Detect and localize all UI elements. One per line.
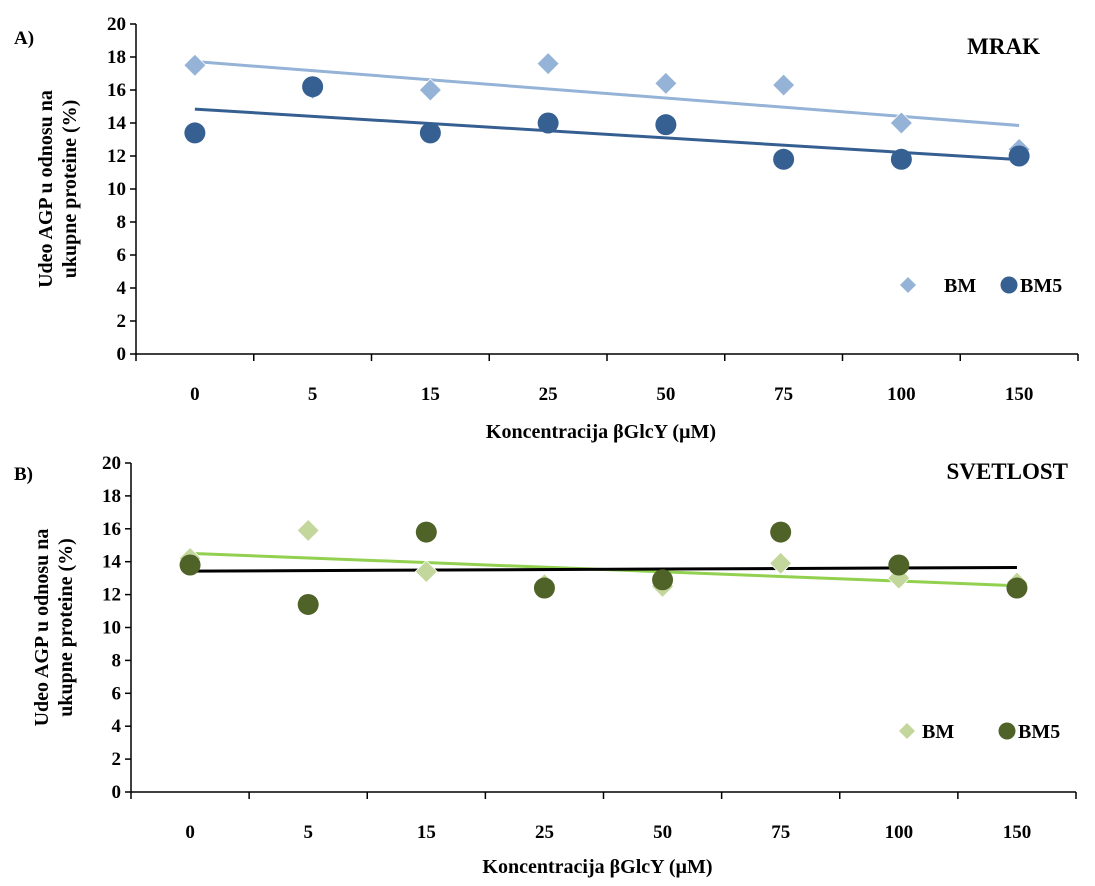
data-point-bm: [536, 52, 560, 76]
legend-marker-bm5: [1000, 276, 1018, 294]
y-tick-label: 14: [102, 552, 122, 573]
x-tick-label: 15: [421, 384, 440, 405]
data-point-bm: [772, 73, 796, 97]
x-tick-label: 25: [535, 822, 554, 843]
legend-label-bm: BM: [922, 721, 954, 743]
panel-label: B): [14, 464, 33, 485]
y-tick-label: 0: [112, 782, 122, 803]
legend-label-bm5: BM5: [1020, 275, 1062, 297]
data-point-bm: [296, 518, 320, 543]
data-point-bm5: [179, 554, 201, 576]
y-axis-title-line: ukupne proteine (%): [55, 538, 77, 717]
data-point-bm5: [655, 114, 677, 136]
x-axis-title: Koncentracija βGlcY (µM): [482, 856, 712, 878]
y-tick-label: 12: [107, 146, 126, 167]
data-point-bm5: [415, 521, 437, 543]
x-axis-title: Koncentracija βGlcY (µM): [486, 421, 716, 443]
y-axis-title-line: ukupne proteine (%): [59, 100, 81, 279]
x-tick-label: 150: [1005, 384, 1034, 405]
panel-label: A): [14, 28, 34, 49]
y-tick-label: 10: [102, 618, 121, 639]
legend-label-bm5: BM5: [1018, 721, 1060, 743]
data-point-bm: [654, 71, 678, 95]
legend-marker-bm5: [998, 722, 1016, 740]
data-point-bm5: [773, 148, 795, 170]
x-tick-label: 0: [190, 384, 200, 405]
trendline-bm: [194, 60, 1020, 127]
y-tick-label: 20: [102, 453, 121, 474]
x-tick-label: 5: [308, 384, 318, 405]
chart-panel-b: 0 2 4 6 8 10 12 14 16 18 20 0 5 15 25 50 75 100 150 Koncent…: [14, 453, 1077, 878]
data-point-bm5: [533, 577, 555, 599]
y-tick-label: 8: [112, 650, 122, 671]
data-point-bm: [183, 53, 207, 77]
x-tick-label: 15: [417, 822, 436, 843]
data-point-bm5: [652, 569, 674, 591]
y-tick-label: 18: [102, 486, 121, 507]
y-tick-label: 16: [102, 519, 121, 540]
data-point-bm5: [537, 112, 559, 134]
data-point-bm5: [184, 122, 206, 144]
data-point-bm5: [890, 148, 912, 170]
y-tick-label: 2: [112, 749, 122, 770]
x-tick-label: 50: [653, 822, 672, 843]
data-point-bm: [414, 560, 438, 584]
y-tick-label: 2: [117, 311, 127, 332]
x-tick-label: 75: [771, 822, 790, 843]
y-tick-label: 16: [107, 80, 126, 101]
y-tick-label: 20: [107, 14, 126, 35]
y-tick-label: 12: [102, 585, 121, 606]
legend-marker-bm: [899, 723, 915, 739]
y-tick-label: 10: [107, 179, 126, 200]
trendline-bm5: [190, 565, 1017, 573]
data-point-bm5: [297, 593, 319, 615]
x-tick-label: 5: [303, 822, 313, 843]
data-point-bm5: [419, 122, 441, 144]
trendline-bm5: [194, 107, 1020, 162]
x-tick-label: 100: [887, 384, 916, 405]
x-tick-label: 100: [885, 822, 914, 843]
panel-title: SVETLOST: [947, 459, 1068, 484]
data-point-bm5: [1006, 577, 1028, 599]
legend-marker-bm: [900, 277, 916, 293]
data-point-bm: [889, 111, 913, 135]
y-axis-title-line: Udeo AGP u odnosu na: [35, 90, 57, 288]
x-tick-label: 50: [656, 384, 675, 405]
y-axis-title-line: Udeo AGP u odnosu na: [31, 529, 53, 727]
y-tick-label: 14: [107, 113, 127, 134]
x-tick-label: 0: [185, 822, 195, 843]
y-tick-label: 6: [117, 245, 127, 266]
y-tick-label: 18: [107, 47, 126, 68]
data-point-bm: [418, 78, 442, 102]
y-tick-label: 8: [117, 212, 127, 233]
x-tick-label: 25: [539, 384, 558, 405]
data-point-bm5: [1008, 145, 1030, 167]
x-tick-label: 150: [1003, 822, 1032, 843]
y-tick-label: 6: [112, 683, 122, 704]
y-tick-label: 0: [117, 344, 127, 365]
data-point-bm: [769, 551, 793, 575]
legend-label-bm: BM: [944, 275, 976, 297]
chart-panel-a: 0 2 4 6 8 10 12 14 16 18 20 0 5 15 25 50 75 100 150 Koncent…: [14, 14, 1079, 443]
data-point-bm5: [770, 521, 792, 543]
y-tick-label: 4: [112, 716, 122, 737]
data-point-bm5: [302, 76, 324, 98]
y-tick-label: 4: [117, 278, 127, 299]
panel-title: MRAK: [967, 34, 1040, 59]
x-tick-label: 75: [774, 384, 793, 405]
data-point-bm5: [888, 554, 910, 576]
